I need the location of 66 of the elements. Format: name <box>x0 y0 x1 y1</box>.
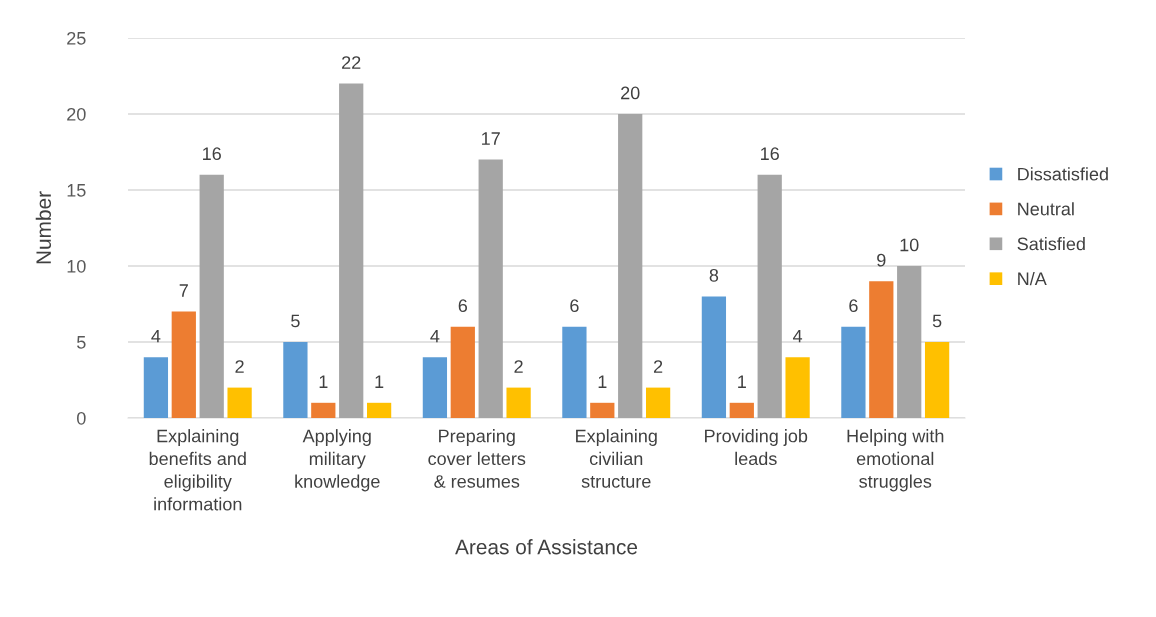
bar <box>701 296 727 418</box>
data-label: 7 <box>179 284 188 297</box>
data-label: 16 <box>761 147 779 161</box>
y-axis-title: Number <box>35 191 52 264</box>
x-tick-label: Preparing cover letters & resumes <box>428 429 526 488</box>
data-label: 5 <box>291 314 300 328</box>
bar <box>450 326 475 418</box>
data-label: 8 <box>709 268 719 282</box>
bar <box>199 174 224 418</box>
data-label: 4 <box>792 329 803 343</box>
bar <box>645 387 671 418</box>
data-label: 1 <box>598 375 607 388</box>
data-label: 6 <box>458 299 468 313</box>
bar <box>283 342 308 418</box>
bar <box>729 402 754 418</box>
x-tick-label: Applying military knowledge <box>295 429 380 492</box>
y-tick-label: 25 <box>67 31 86 45</box>
data-label: 2 <box>514 360 523 373</box>
data-label: 2 <box>653 360 663 373</box>
x-tick-label: Explaining benefits and eligibility information <box>149 429 246 511</box>
data-label: 20 <box>621 86 640 100</box>
data-label: 4 <box>151 329 161 343</box>
bar <box>757 174 782 418</box>
data-label: 2 <box>235 360 244 373</box>
bar <box>924 342 950 418</box>
data-label: 9 <box>877 253 886 267</box>
y-tick-label: 10 <box>67 259 86 273</box>
bar <box>869 281 894 418</box>
data-label: 10 <box>900 238 919 252</box>
y-tick-label: 15 <box>67 184 86 197</box>
data-label: 6 <box>849 299 858 313</box>
legend-label: Dissatisfied <box>1018 167 1108 181</box>
bar <box>785 357 810 418</box>
bar <box>171 311 196 418</box>
data-label: 17 <box>482 132 500 145</box>
x-tick-label: Helping with emotional struggles <box>847 429 944 492</box>
legend-label: Neutral <box>1018 202 1074 216</box>
legend-label: Satisfied <box>1017 237 1085 251</box>
bar <box>841 326 866 418</box>
bar <box>478 159 503 418</box>
bar <box>422 357 448 418</box>
data-label: 1 <box>738 375 746 388</box>
bar <box>311 402 336 418</box>
x-tick-label: Explaining civilian structure <box>576 429 657 488</box>
y-tick-label: 0 <box>77 411 86 425</box>
bar <box>143 357 169 418</box>
bar <box>897 266 922 418</box>
bar <box>366 402 392 418</box>
data-label: 4 <box>430 329 440 343</box>
bar <box>506 387 531 418</box>
data-label: 1 <box>319 375 328 388</box>
bar <box>618 114 643 418</box>
data-label: 5 <box>932 314 942 328</box>
y-tick-label: 20 <box>67 107 86 121</box>
bar <box>562 326 587 418</box>
data-label: 16 <box>203 147 221 161</box>
x-tick-label: Providing job leads <box>705 429 808 466</box>
bar <box>339 83 364 418</box>
data-label: 1 <box>375 375 384 388</box>
bar <box>227 387 252 418</box>
legend-label: N/A <box>1018 271 1047 286</box>
data-label: 22 <box>342 56 361 69</box>
y-tick-label: 5 <box>77 336 86 349</box>
bar <box>590 402 615 418</box>
data-label: 6 <box>570 299 579 313</box>
x-axis-title: Areas of Assistance <box>455 539 638 555</box>
